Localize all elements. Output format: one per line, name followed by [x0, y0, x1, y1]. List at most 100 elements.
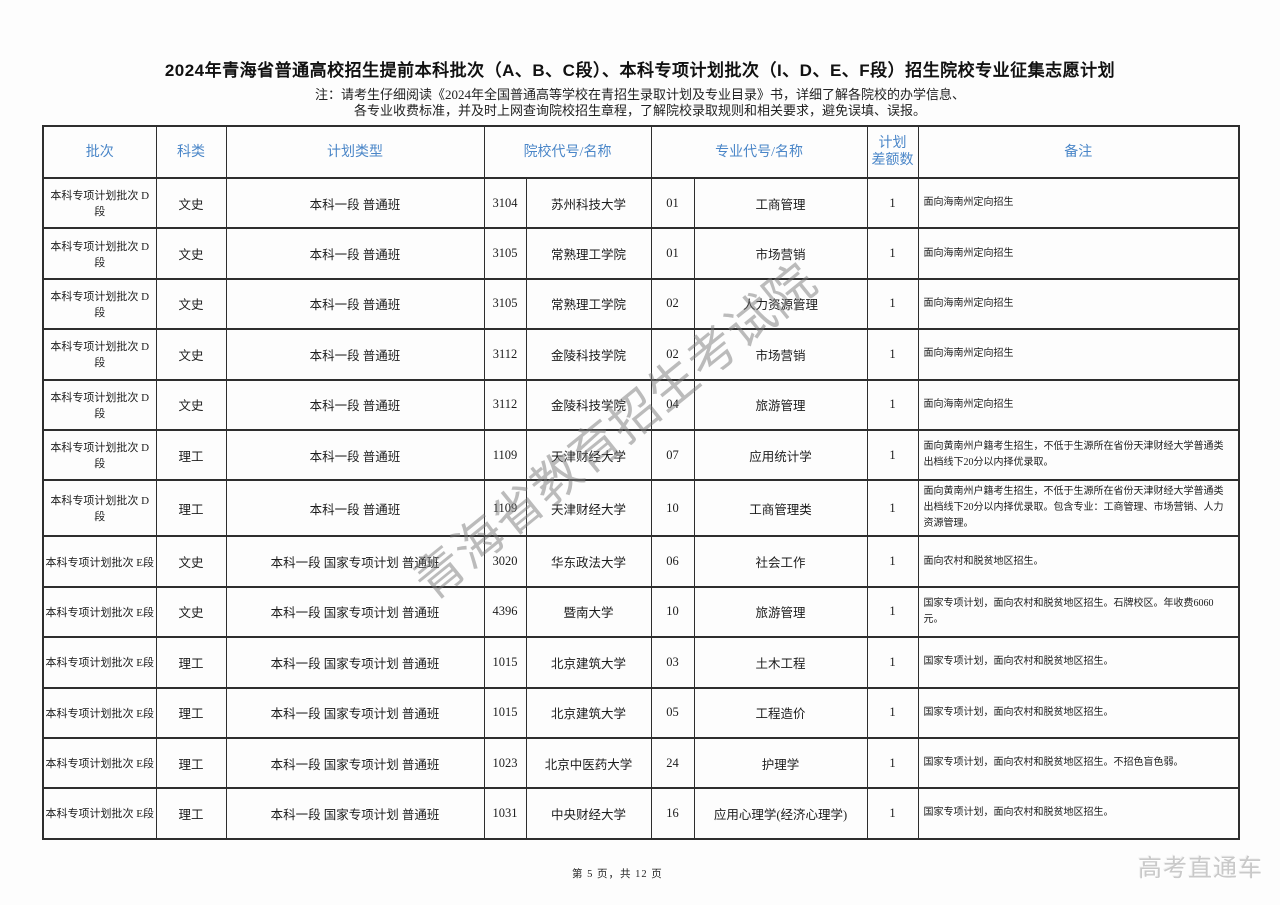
cell-major-name: 土木工程: [693, 636, 868, 689]
cell-batch: 本科专项计划批次 D段: [42, 328, 157, 381]
cell-major-name: 护理学: [693, 736, 868, 790]
cell-major-code: 06: [650, 535, 695, 588]
cell-college-name: 北京建筑大学: [525, 686, 652, 739]
cell-quota: 1: [866, 277, 919, 331]
cell-plan-type: 本科一段 国家专项计划 普通班: [225, 736, 485, 790]
cell-batch: 本科专项计划批次 E段: [42, 787, 157, 840]
cell-batch: 本科专项计划批次 E段: [42, 736, 157, 790]
cell-major-name: 工程造价: [693, 686, 868, 739]
cell-remark: 面向黄南州户籍考生招生，不低于生源所在省份天津财经大学普通类出档线下20分以内择…: [917, 428, 1240, 482]
cell-major-name: 社会工作: [693, 535, 868, 588]
cell-major-name: 应用心理学(经济心理学): [693, 787, 868, 840]
cell-college-code: 3112: [483, 328, 527, 381]
cell-batch: 本科专项计划批次 D段: [42, 479, 157, 538]
cell-plan-type: 本科一段 普通班: [225, 176, 485, 230]
cell-batch: 本科专项计划批次 D段: [42, 378, 157, 431]
cell-plan-type: 本科一段 国家专项计划 普通班: [225, 686, 485, 739]
cell-college-code: 3112: [483, 378, 527, 431]
cell-subject: 理工: [155, 636, 227, 689]
cell-subject: 文史: [155, 227, 227, 280]
cell-college-name: 华东政法大学: [525, 535, 652, 588]
cell-major-code: 10: [650, 585, 695, 639]
cell-college-code: 3105: [483, 277, 527, 331]
header-remark: 备注: [917, 125, 1240, 179]
table-row: 本科专项计划批次 D段 文史 本科一段 普通班 3112 金陵科技学院 04 旅游管理 1 面向…: [42, 378, 1240, 431]
cell-quota: 1: [866, 428, 919, 482]
cell-subject: 文史: [155, 378, 227, 431]
cell-college-code: 1109: [483, 428, 527, 482]
header-major: 专业代号/名称: [650, 125, 868, 179]
cell-college-code: 1015: [483, 636, 527, 689]
cell-major-name: 旅游管理: [693, 585, 868, 639]
cell-plan-type: 本科一段 普通班: [225, 328, 485, 381]
cell-quota: 1: [866, 176, 919, 230]
cell-major-name: 旅游管理: [693, 378, 868, 431]
cell-major-code: 02: [650, 277, 695, 331]
cell-remark: 国家专项计划，面向农村和脱贫地区招生。石牌校区。年收费6060元。: [917, 585, 1240, 639]
cell-batch: 本科专项计划批次 D段: [42, 227, 157, 280]
cell-major-code: 01: [650, 176, 695, 230]
cell-major-code: 24: [650, 736, 695, 790]
cell-college-name: 中央财经大学: [525, 787, 652, 840]
table-row: 本科专项计划批次 D段 文史 本科一段 普通班 3104 苏州科技大学 01 工商管理 1 面向…: [42, 176, 1240, 230]
cell-plan-type: 本科一段 普通班: [225, 378, 485, 431]
cell-major-code: 02: [650, 328, 695, 381]
cell-college-name: 北京建筑大学: [525, 636, 652, 689]
cell-major-code: 05: [650, 686, 695, 739]
cell-college-code: 3020: [483, 535, 527, 588]
cell-college-code: 4396: [483, 585, 527, 639]
cell-remark: 国家专项计划，面向农村和脱贫地区招生。: [917, 686, 1240, 739]
cell-college-name: 金陵科技学院: [525, 328, 652, 381]
cell-batch: 本科专项计划批次 D段: [42, 277, 157, 331]
table-row: 本科专项计划批次 E段 理工 本科一段 国家专项计划 普通班 1015 北京建筑大学 03…: [42, 636, 1240, 689]
cell-college-name: 天津财经大学: [525, 479, 652, 538]
cell-major-name: 人力资源管理: [693, 277, 868, 331]
cell-remark: 面向农村和脱贫地区招生。: [917, 535, 1240, 588]
table-header-row: 批次 科类 计划类型 院校代号/名称 专业代号/名称 计划 差额数 备注: [42, 125, 1240, 179]
cell-remark: 国家专项计划，面向农村和脱贫地区招生。不招色盲色弱。: [917, 736, 1240, 790]
table-row: 本科专项计划批次 E段 文史 本科一段 国家专项计划 普通班 4396 暨南大学 10 旅游…: [42, 585, 1240, 639]
table-row: 本科专项计划批次 D段 文史 本科一段 普通班 3105 常熟理工学院 02 人力资源管理 1…: [42, 277, 1240, 331]
cell-subject: 文史: [155, 176, 227, 230]
table-row: 本科专项计划批次 D段 文史 本科一段 普通班 3105 常熟理工学院 01 市场营销 1 面向…: [42, 227, 1240, 280]
cell-major-name: 工商管理: [693, 176, 868, 230]
cell-major-code: 07: [650, 428, 695, 482]
cell-subject: 文史: [155, 277, 227, 331]
cell-major-code: 03: [650, 636, 695, 689]
cell-subject: 文史: [155, 328, 227, 381]
table-body: 本科专项计划批次 D段 文史 本科一段 普通班 3104 苏州科技大学 01 工商管理 1 面向…: [42, 176, 1240, 840]
cell-remark: 面向海南州定向招生: [917, 378, 1240, 431]
brand-watermark: 高考直通车: [1138, 855, 1263, 882]
reader-note: 注：请考生仔细阅读《2024年全国普通高等学校在青招生录取计划及专业目录》书，详…: [0, 87, 1280, 119]
cell-subject: 理工: [155, 479, 227, 538]
cell-quota: 1: [866, 479, 919, 538]
table-row: 本科专项计划批次 E段 理工 本科一段 国家专项计划 普通班 1023 北京中医药大学 2…: [42, 736, 1240, 790]
cell-quota: 1: [866, 787, 919, 840]
cell-quota: 1: [866, 585, 919, 639]
cell-subject: 理工: [155, 686, 227, 739]
header-quota-line1: 计划: [878, 136, 907, 151]
cell-batch: 本科专项计划批次 E段: [42, 585, 157, 639]
header-quota: 计划 差额数: [866, 125, 919, 179]
cell-subject: 理工: [155, 787, 227, 840]
cell-remark: 面向海南州定向招生: [917, 277, 1240, 331]
cell-college-code: 1015: [483, 686, 527, 739]
header-quota-line2: 差额数: [871, 153, 914, 168]
cell-quota: 1: [866, 227, 919, 280]
table-row: 本科专项计划批次 E段 理工 本科一段 国家专项计划 普通班 1015 北京建筑大学 05…: [42, 686, 1240, 739]
cell-college-name: 常熟理工学院: [525, 227, 652, 280]
cell-major-name: 市场营销: [693, 328, 868, 381]
cell-subject: 文史: [155, 535, 227, 588]
cell-remark: 国家专项计划，面向农村和脱贫地区招生。: [917, 636, 1240, 689]
reader-note-line2: 各专业收费标准，并及时上网查询院校招生章程，了解院校录取规则和相关要求，避免误填…: [353, 103, 926, 118]
cell-plan-type: 本科一段 普通班: [225, 479, 485, 538]
cell-remark: 面向海南州定向招生: [917, 176, 1240, 230]
cell-quota: 1: [866, 686, 919, 739]
cell-remark: 面向海南州定向招生: [917, 328, 1240, 381]
cell-quota: 1: [866, 636, 919, 689]
header-plan-type: 计划类型: [225, 125, 485, 179]
cell-major-code: 04: [650, 378, 695, 431]
cell-plan-type: 本科一段 国家专项计划 普通班: [225, 585, 485, 639]
cell-college-name: 天津财经大学: [525, 428, 652, 482]
